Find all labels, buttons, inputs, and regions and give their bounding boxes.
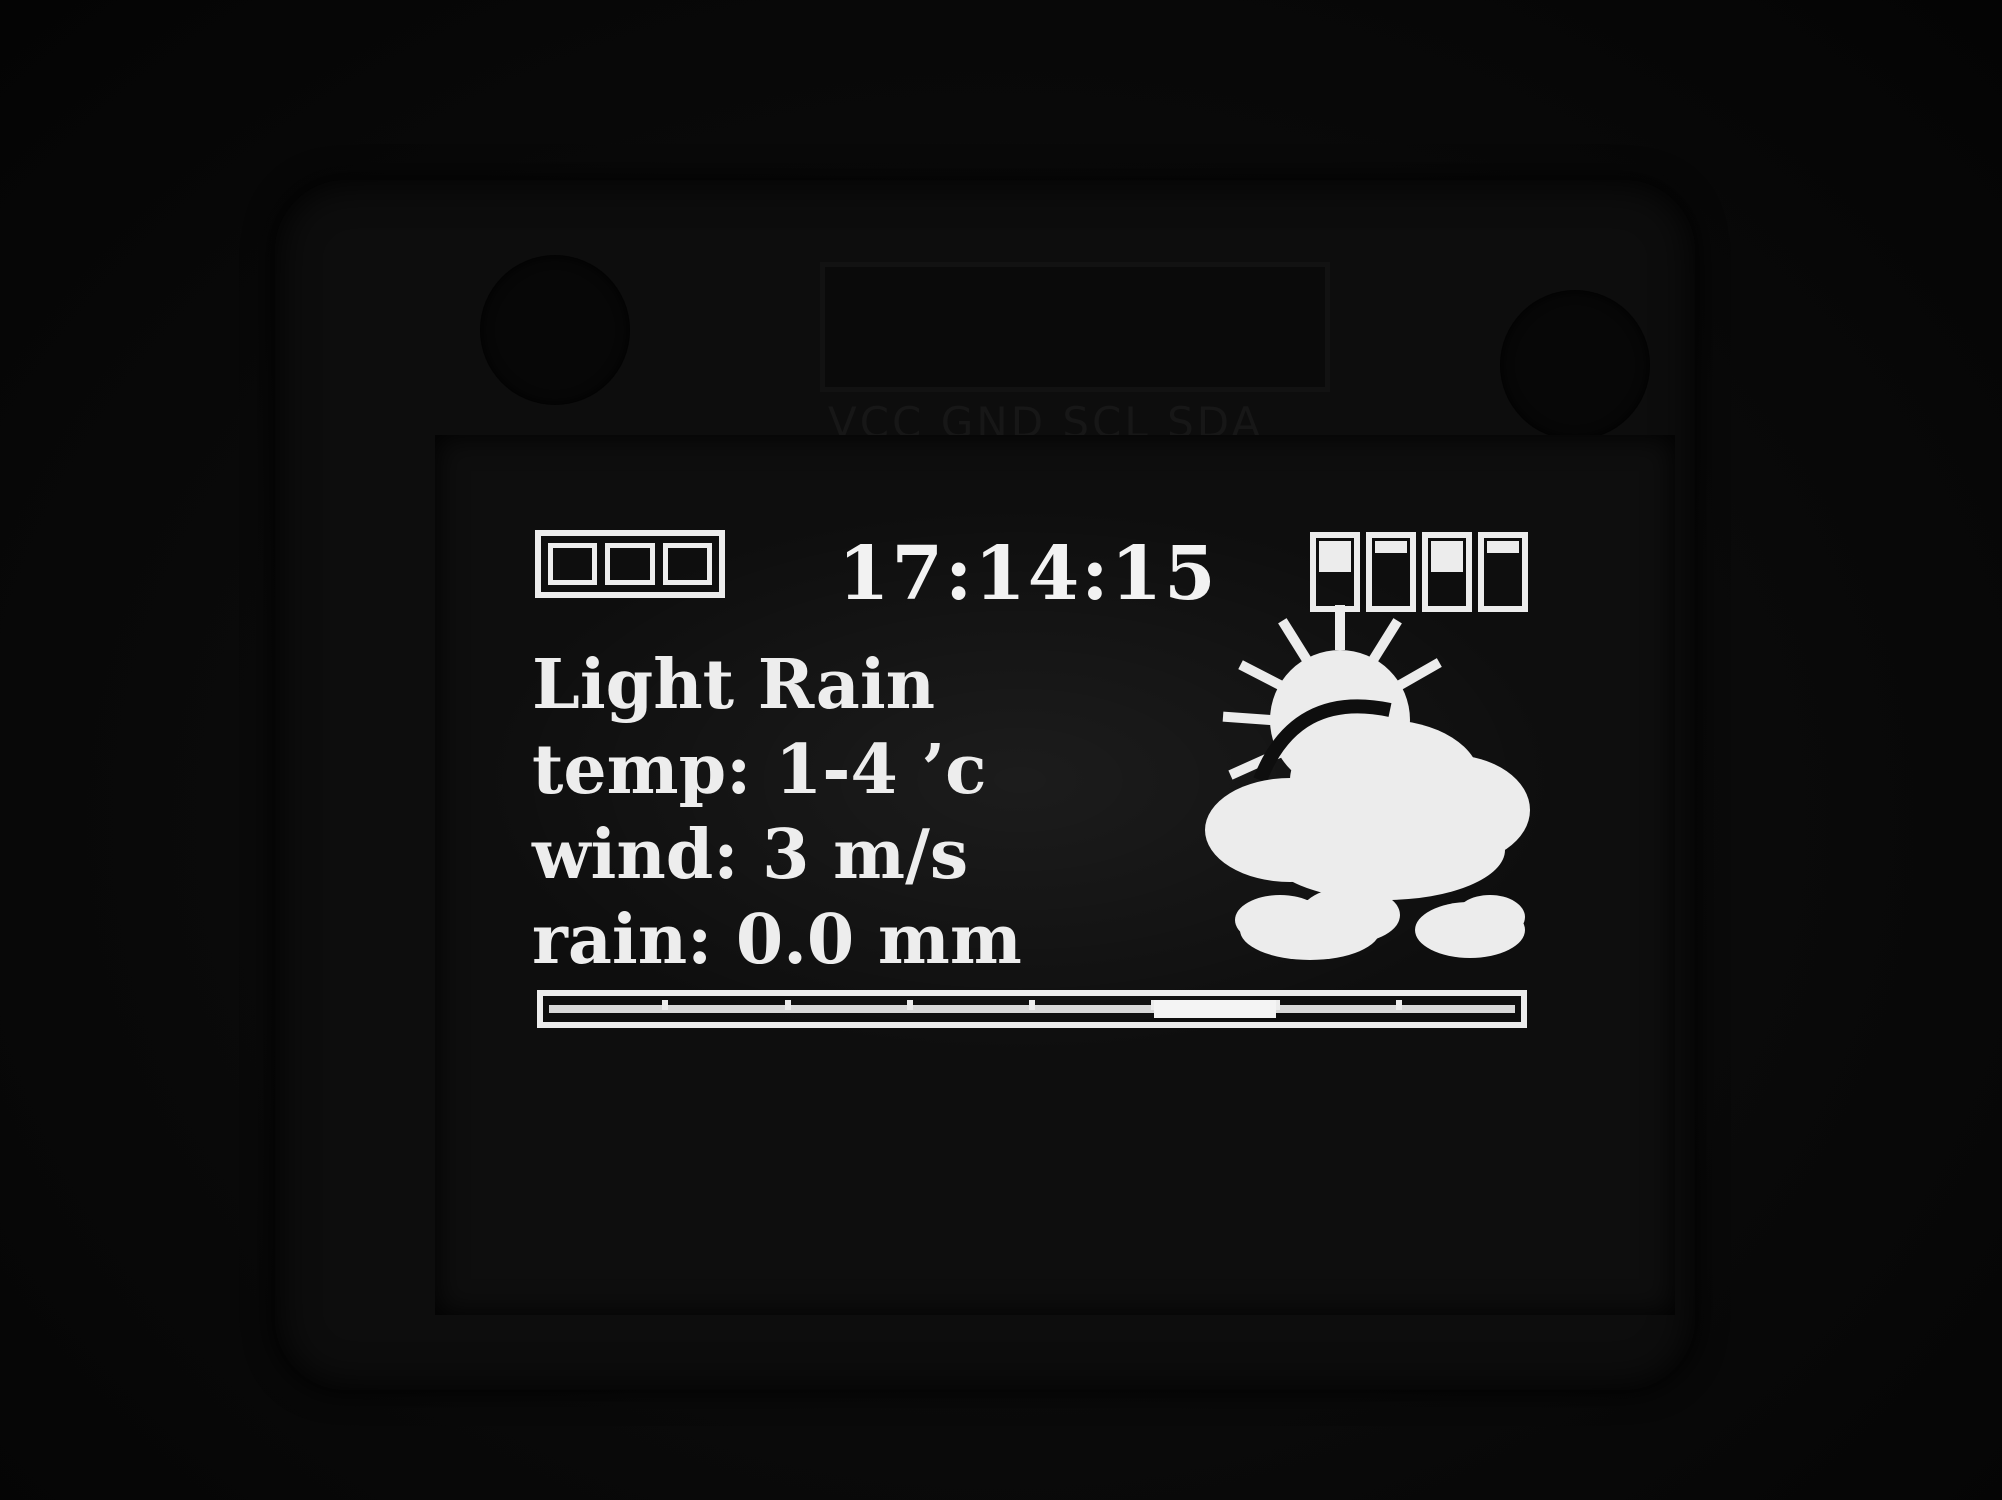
signal-bar (1422, 532, 1472, 612)
signal-icon (1310, 532, 1528, 612)
progress-tick (1274, 1000, 1280, 1010)
progress-tick (662, 1000, 668, 1010)
mount-hole-right (1500, 290, 1650, 440)
progress-tick (785, 1000, 791, 1010)
partly-cloudy-rain-icon (1205, 605, 1530, 960)
signal-bar-fill (1431, 541, 1463, 572)
battery-cell (662, 543, 712, 585)
progress-tick (1396, 1000, 1402, 1010)
signal-bar (1310, 532, 1360, 612)
progress-tick (907, 1000, 913, 1010)
signal-bar (1366, 532, 1416, 612)
wind-line: wind: 3 m/s (532, 815, 969, 895)
main-cloud (1205, 720, 1530, 900)
progress-active-segment (1154, 1000, 1276, 1018)
temperature-line: temp: 1-4 ’c (532, 730, 987, 810)
small-cloud-left (1235, 887, 1400, 960)
progress-tick (1029, 1000, 1035, 1010)
battery-cell (548, 543, 598, 585)
signal-bar (1478, 532, 1528, 612)
signal-bar-fill (1319, 541, 1351, 572)
condition-label: Light Rain (532, 645, 936, 725)
mount-hole-left (480, 255, 630, 405)
battery-icon (535, 530, 725, 598)
small-cloud-right (1415, 895, 1525, 958)
signal-bar-fill (1487, 541, 1519, 553)
progress-bar (537, 990, 1527, 1028)
battery-cell (605, 543, 655, 585)
signal-bar-fill (1375, 541, 1407, 553)
rain-line: rain: 0.0 mm (532, 900, 1022, 980)
sun-cloud-gap (1253, 699, 1392, 783)
clock-readout: 17:14:15 (838, 531, 1218, 617)
pin-header (820, 262, 1330, 392)
